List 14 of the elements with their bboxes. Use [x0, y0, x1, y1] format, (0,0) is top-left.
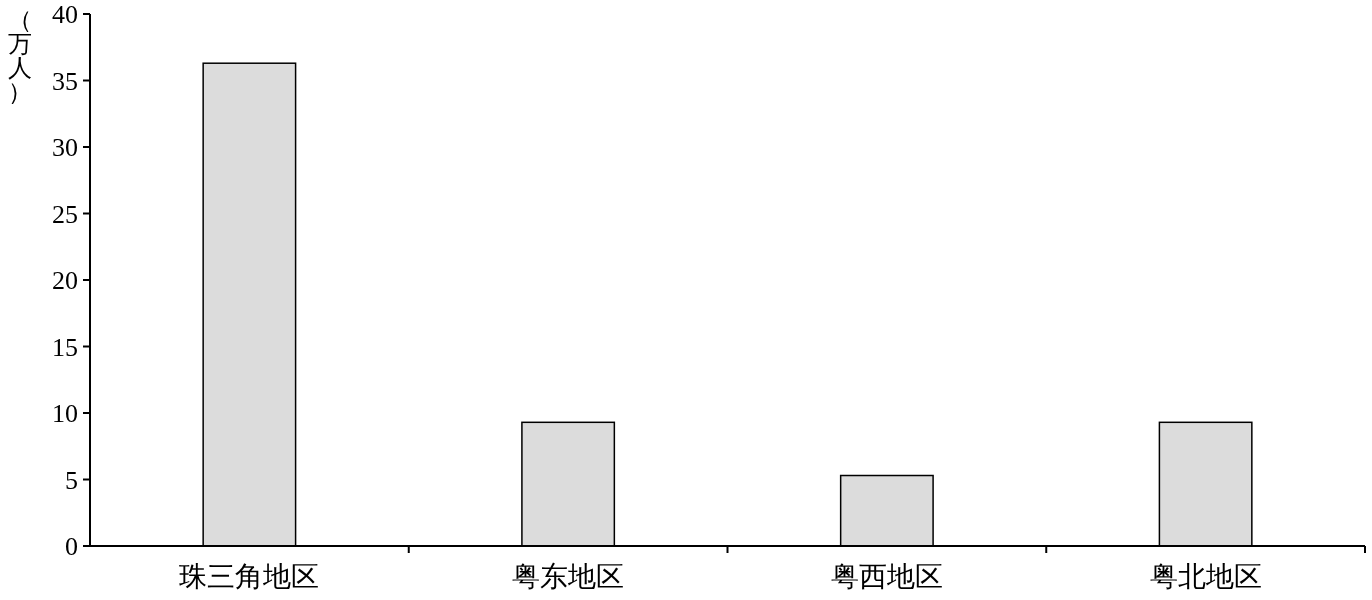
y-tick-label: 25: [52, 199, 78, 229]
x-tick-label: 珠三角地区: [179, 561, 320, 592]
y-tick-label: 5: [65, 465, 78, 495]
y-tick-label: 30: [52, 133, 78, 162]
y-tick-label: 35: [52, 66, 78, 96]
y-tick-label: 10: [52, 399, 78, 428]
x-tick-label: 粤东地区: [512, 561, 625, 592]
y-tick-label: 0: [65, 532, 78, 561]
y-tick-label: 20: [52, 266, 78, 295]
y-tick-label: 40: [52, 0, 78, 29]
x-tick-label: 粤西地区: [830, 561, 943, 592]
y-tick-label: 15: [52, 332, 78, 362]
x-tick-label: 粤北地区: [1149, 561, 1262, 592]
ylabel: （万人）: [8, 7, 32, 105]
